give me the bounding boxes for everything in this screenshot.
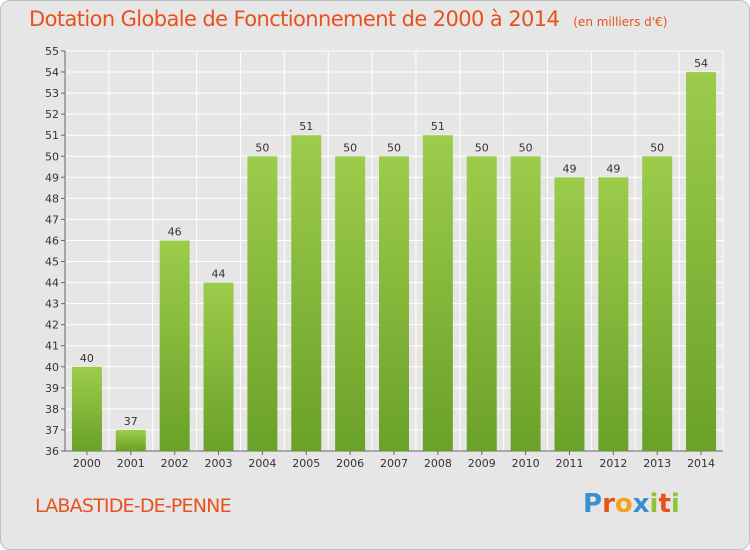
x-tick-label: 2005 bbox=[292, 457, 320, 470]
bar bbox=[159, 240, 190, 451]
x-tick-label: 2004 bbox=[248, 457, 276, 470]
y-tick-label: 50 bbox=[45, 150, 59, 163]
y-tick-label: 43 bbox=[45, 298, 59, 311]
data-label: 50 bbox=[650, 141, 664, 154]
x-tick-label: 2003 bbox=[205, 457, 233, 470]
data-label: 54 bbox=[694, 57, 708, 70]
x-tick-label: 2006 bbox=[336, 457, 364, 470]
y-tick-label: 40 bbox=[45, 361, 59, 374]
y-tick-label: 36 bbox=[45, 445, 59, 458]
y-tick-label: 48 bbox=[45, 192, 59, 205]
bar bbox=[115, 429, 146, 451]
logo-letter: i bbox=[670, 489, 680, 519]
data-label: 51 bbox=[299, 120, 313, 133]
data-label: 50 bbox=[255, 141, 269, 154]
x-tick-label: 2008 bbox=[424, 457, 452, 470]
data-label: 50 bbox=[475, 141, 489, 154]
y-tick-label: 44 bbox=[45, 277, 59, 290]
y-tick-label: 47 bbox=[45, 213, 59, 226]
logo-letter: i bbox=[649, 489, 659, 519]
y-tick-label: 53 bbox=[45, 87, 59, 100]
data-label: 51 bbox=[431, 120, 445, 133]
bar bbox=[379, 156, 409, 451]
data-label: 49 bbox=[606, 162, 620, 175]
bar bbox=[510, 156, 541, 451]
bar bbox=[466, 156, 497, 451]
data-label: 50 bbox=[519, 141, 533, 154]
bar bbox=[71, 366, 102, 451]
bar bbox=[686, 72, 717, 451]
logo-letter: P bbox=[583, 489, 603, 519]
bar bbox=[335, 156, 366, 451]
chart-title-text: Dotation Globale de Fonctionnement de 20… bbox=[29, 7, 560, 31]
y-tick-label: 51 bbox=[45, 129, 59, 142]
x-tick-label: 2014 bbox=[687, 457, 715, 470]
data-label: 50 bbox=[387, 141, 401, 154]
data-label: 50 bbox=[343, 141, 357, 154]
data-label: 44 bbox=[212, 268, 226, 281]
logo-letter: o bbox=[614, 489, 633, 519]
bar bbox=[203, 282, 234, 451]
data-label: 49 bbox=[562, 162, 576, 175]
y-tick-label: 42 bbox=[45, 319, 59, 332]
y-tick-label: 41 bbox=[45, 340, 59, 353]
data-label: 40 bbox=[80, 352, 94, 365]
proxiti-logo: Proxiti bbox=[583, 489, 680, 519]
y-tick-label: 38 bbox=[45, 403, 59, 416]
x-tick-label: 2013 bbox=[643, 457, 671, 470]
bar bbox=[247, 156, 278, 451]
bar bbox=[422, 135, 453, 452]
y-tick-label: 52 bbox=[45, 108, 59, 121]
x-tick-label: 2002 bbox=[161, 457, 189, 470]
y-tick-label: 49 bbox=[45, 171, 59, 184]
y-tick-label: 46 bbox=[45, 234, 59, 247]
logo-letter: r bbox=[602, 489, 615, 519]
x-tick-label: 2001 bbox=[117, 457, 145, 470]
bar bbox=[291, 135, 322, 452]
x-tick-label: 2000 bbox=[73, 457, 101, 470]
y-tick-label: 39 bbox=[45, 382, 59, 395]
chart-unit: (en milliers d'€) bbox=[573, 15, 668, 29]
x-tick-label: 2011 bbox=[555, 457, 583, 470]
bar bbox=[642, 156, 673, 451]
y-tick-label: 45 bbox=[45, 256, 59, 269]
bar bbox=[598, 177, 629, 451]
x-tick-label: 2010 bbox=[512, 457, 540, 470]
chart-title: Dotation Globale de Fonctionnement de 20… bbox=[29, 7, 667, 31]
logo-letter: x bbox=[632, 489, 650, 519]
logo-letter: t bbox=[658, 489, 671, 519]
data-label: 37 bbox=[124, 415, 138, 428]
data-label: 46 bbox=[168, 225, 182, 238]
x-tick-label: 2012 bbox=[599, 457, 627, 470]
x-tick-label: 2009 bbox=[468, 457, 496, 470]
bar bbox=[554, 177, 585, 451]
commune-name: LABASTIDE-DE-PENNE bbox=[35, 495, 232, 517]
y-tick-label: 55 bbox=[45, 45, 59, 58]
x-tick-label: 2007 bbox=[380, 457, 408, 470]
y-tick-label: 37 bbox=[45, 424, 59, 437]
y-tick-label: 54 bbox=[45, 66, 59, 79]
